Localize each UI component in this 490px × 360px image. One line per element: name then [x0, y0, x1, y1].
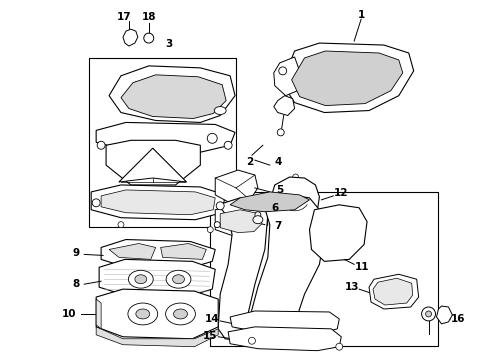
Text: 6: 6: [271, 203, 278, 213]
Circle shape: [277, 129, 284, 136]
Bar: [89, 58, 236, 227]
Circle shape: [255, 212, 261, 218]
Polygon shape: [369, 274, 418, 309]
Polygon shape: [230, 192, 310, 212]
Polygon shape: [220, 210, 262, 233]
Circle shape: [207, 133, 217, 143]
Polygon shape: [218, 198, 268, 341]
Polygon shape: [248, 195, 324, 341]
Polygon shape: [106, 140, 200, 185]
Text: 4: 4: [274, 157, 281, 167]
Polygon shape: [101, 239, 215, 269]
Circle shape: [248, 337, 255, 344]
Polygon shape: [99, 260, 215, 297]
Ellipse shape: [214, 107, 226, 114]
Circle shape: [336, 343, 343, 350]
Polygon shape: [121, 75, 226, 118]
Polygon shape: [96, 122, 235, 152]
Polygon shape: [272, 177, 319, 222]
Polygon shape: [96, 299, 101, 329]
Polygon shape: [123, 29, 138, 46]
Circle shape: [97, 141, 105, 149]
Polygon shape: [161, 243, 206, 260]
Polygon shape: [119, 148, 187, 182]
Circle shape: [421, 307, 436, 321]
Polygon shape: [282, 43, 414, 113]
Polygon shape: [109, 243, 156, 260]
Circle shape: [207, 227, 213, 233]
Polygon shape: [215, 170, 258, 202]
Text: 10: 10: [62, 309, 76, 319]
Text: 15: 15: [203, 331, 218, 341]
Polygon shape: [230, 311, 339, 334]
Polygon shape: [215, 205, 268, 237]
Ellipse shape: [136, 309, 150, 319]
Polygon shape: [373, 278, 413, 305]
Polygon shape: [109, 66, 235, 122]
Text: 12: 12: [334, 188, 348, 198]
Ellipse shape: [135, 275, 147, 284]
Polygon shape: [274, 96, 294, 116]
Text: 17: 17: [117, 12, 131, 22]
Ellipse shape: [172, 275, 184, 284]
Circle shape: [293, 174, 298, 180]
Circle shape: [279, 67, 287, 75]
Circle shape: [426, 311, 432, 317]
Circle shape: [118, 222, 124, 228]
Ellipse shape: [166, 270, 191, 288]
Text: 13: 13: [345, 282, 360, 292]
Polygon shape: [96, 327, 218, 347]
Text: 1: 1: [358, 10, 365, 20]
Polygon shape: [91, 185, 225, 220]
Ellipse shape: [128, 270, 153, 288]
Ellipse shape: [253, 216, 263, 224]
Polygon shape: [310, 205, 367, 261]
Circle shape: [144, 33, 154, 43]
Circle shape: [216, 202, 224, 210]
Text: 11: 11: [355, 262, 369, 272]
Circle shape: [92, 199, 100, 207]
Ellipse shape: [173, 309, 188, 319]
Text: 7: 7: [274, 221, 281, 231]
Polygon shape: [437, 306, 452, 324]
Text: 5: 5: [276, 185, 283, 195]
Text: 18: 18: [142, 12, 156, 22]
Circle shape: [214, 222, 220, 228]
Polygon shape: [228, 327, 341, 351]
Circle shape: [224, 141, 232, 149]
Ellipse shape: [166, 303, 196, 325]
Ellipse shape: [128, 303, 158, 325]
Polygon shape: [292, 51, 403, 105]
Text: 3: 3: [165, 39, 172, 49]
Text: 2: 2: [246, 157, 254, 167]
Text: 16: 16: [451, 314, 466, 324]
Text: 8: 8: [73, 279, 80, 289]
Polygon shape: [274, 57, 299, 96]
Text: 14: 14: [205, 314, 220, 324]
Polygon shape: [101, 190, 215, 215]
Text: 9: 9: [73, 248, 80, 258]
Bar: [210, 192, 439, 346]
Polygon shape: [96, 289, 218, 339]
